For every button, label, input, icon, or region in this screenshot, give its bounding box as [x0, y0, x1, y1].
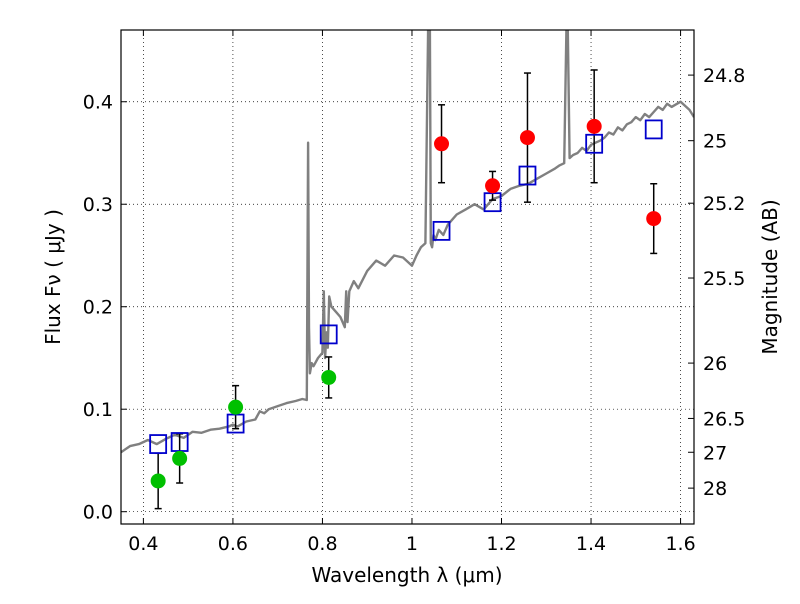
x-tick-label: 0.6 [218, 533, 248, 555]
y2-tick-label: 25 [703, 131, 727, 153]
y-tick-label: 0.4 [83, 92, 113, 114]
y-tick-label: 0.1 [83, 399, 113, 421]
red-point [485, 178, 501, 194]
x-tick-label: 0.4 [128, 533, 158, 555]
red-point [519, 130, 535, 146]
green-point [172, 450, 188, 466]
model-spectrum-group [121, 30, 694, 454]
y-tick-label: 0.3 [83, 194, 113, 216]
green-point [228, 399, 244, 415]
green-point [150, 473, 166, 489]
axis-ticks-group: 0.4 0.6 0.8 1 1.2 1.4 1.6 0.0 0.1 0.2 0.3 0.4 24.8 25… [83, 30, 745, 555]
y2-tick-label: 26 [703, 353, 727, 375]
red-point [646, 211, 662, 227]
green-point [321, 369, 337, 385]
red-point [586, 118, 602, 134]
x-tick-label: 1 [406, 533, 418, 555]
x-tick-label: 1.4 [576, 533, 606, 555]
y2-tick-label: 27 [703, 442, 727, 464]
data-points-group [149, 118, 663, 489]
model-spectrum-line [121, 30, 694, 454]
y-tick-label: 0.2 [83, 297, 113, 319]
y2-tick-label: 25.5 [703, 268, 745, 290]
x-tick-label: 1.2 [486, 533, 516, 555]
x-tick-label: 1.6 [665, 533, 695, 555]
y2-tick-label: 24.8 [703, 65, 745, 87]
x-tick-label: 0.8 [307, 533, 337, 555]
red-point [434, 136, 450, 152]
model-photometry-square [149, 434, 168, 454]
y2-axis-label: Magnitude (AB) [758, 199, 782, 354]
y-axis-label: Flux Fν ( μJy ) [41, 209, 65, 345]
y2-tick-label: 26.5 [703, 408, 745, 430]
y2-tick-label: 25.2 [703, 193, 745, 215]
model-photometry-square [432, 220, 451, 241]
plot-background [121, 30, 694, 524]
model-photometry-square [585, 133, 604, 154]
model-photometry-square [518, 165, 537, 186]
y2-tick-label: 28 [703, 478, 727, 500]
model-photometry-square [644, 119, 663, 140]
plot-frame [120, 29, 695, 525]
model-photometry-square [319, 324, 338, 345]
y-tick-label: 0.0 [83, 502, 113, 524]
x-axis-label: Wavelength λ (μm) [311, 563, 502, 587]
